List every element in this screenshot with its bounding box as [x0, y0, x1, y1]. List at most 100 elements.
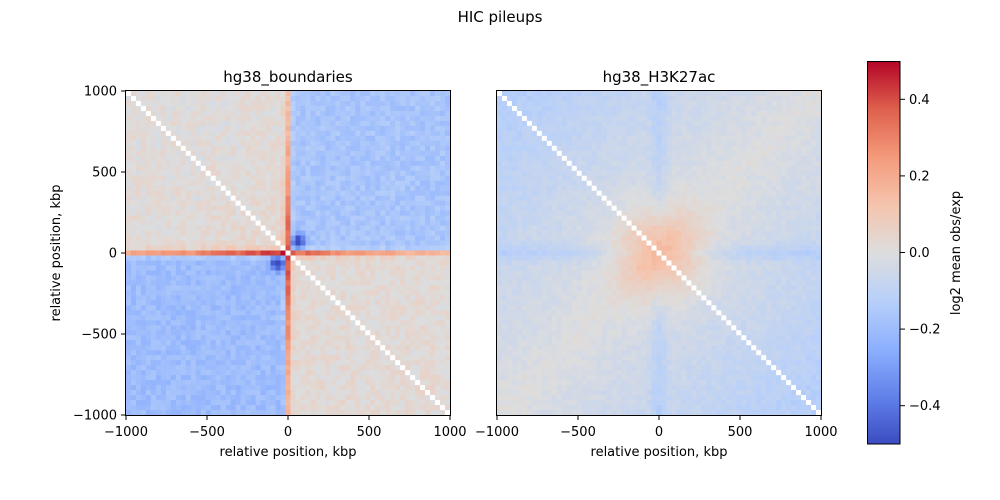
heatmap-cell — [220, 410, 227, 416]
heatmap-cell — [345, 340, 351, 346]
heatmap-cell — [380, 275, 386, 281]
heatmap-cell — [165, 170, 172, 177]
heatmap-cell — [195, 315, 202, 321]
heatmap-cell — [516, 270, 523, 276]
heatmap-cell — [410, 245, 416, 251]
heatmap-cell — [445, 195, 451, 202]
heatmap-cell — [185, 220, 192, 226]
heatmap-cell — [531, 165, 538, 172]
heatmap-cell — [360, 140, 366, 147]
heatmap-cell — [526, 400, 533, 406]
heatmap-cell — [295, 135, 301, 142]
heatmap-cell — [335, 200, 341, 207]
heatmap-cell — [345, 155, 351, 162]
heatmap-cell — [175, 95, 182, 102]
heatmap-cell — [225, 390, 232, 396]
heatmap-cell — [375, 100, 381, 107]
heatmap-cell — [215, 165, 222, 172]
heatmap-cell — [325, 215, 331, 221]
heatmap-cell — [145, 230, 152, 236]
heatmap-cell — [145, 390, 152, 396]
heatmap-cell — [270, 155, 276, 162]
heatmap-cell — [320, 145, 326, 152]
heatmap-cell — [295, 215, 301, 221]
heatmap-cell — [551, 180, 558, 187]
heatmap-cell — [170, 110, 177, 117]
heatmap-cell — [150, 340, 157, 346]
heatmap-cell — [345, 285, 351, 291]
heatmap-cell — [355, 95, 361, 102]
heatmap-cell — [375, 245, 381, 251]
heatmap-cell — [240, 260, 247, 266]
heatmap-cell — [380, 240, 386, 246]
heatmap-cell — [305, 340, 311, 346]
heatmap-cell — [185, 380, 192, 386]
heatmap-cell — [170, 240, 177, 246]
heatmap-cell — [355, 280, 361, 286]
heatmap-cell — [145, 260, 152, 266]
heatmap-cell — [240, 180, 247, 187]
heatmap-cell — [395, 91, 401, 97]
heatmap-cell — [165, 145, 172, 152]
heatmap-cell — [511, 155, 518, 162]
heatmap-cell — [430, 270, 436, 276]
heatmap-cell — [185, 290, 192, 296]
heatmap-cell — [430, 375, 436, 381]
heatmap-cell — [175, 180, 182, 187]
heatmap-cell — [360, 325, 366, 331]
heatmap-cell — [526, 325, 533, 331]
heatmap-cell — [370, 380, 376, 386]
heatmap-cell — [370, 185, 376, 192]
heatmap-cell — [195, 225, 202, 231]
heatmap-cell — [320, 310, 326, 316]
heatmap-cell — [175, 205, 182, 212]
heatmap-cell — [385, 300, 391, 306]
heatmap-cell — [135, 300, 142, 306]
heatmap-cell — [215, 240, 222, 246]
heatmap-cell — [405, 91, 411, 97]
heatmap-cell — [165, 220, 172, 226]
heatmap-cell — [260, 205, 266, 212]
heatmap-cell — [260, 250, 266, 256]
heatmap-cell — [365, 195, 371, 202]
heatmap-cell — [546, 175, 553, 182]
heatmap-cell — [290, 345, 296, 351]
heatmap-cell — [440, 280, 446, 286]
heatmap-cell — [275, 235, 281, 241]
heatmap-cell — [155, 345, 162, 351]
heatmap-cell — [365, 300, 371, 306]
heatmap-cell — [160, 295, 167, 301]
heatmap-cell — [350, 215, 356, 221]
heatmap-cell — [345, 135, 351, 142]
heatmap-cell — [235, 175, 242, 182]
heatmap-cell — [536, 360, 543, 366]
heatmap-cell — [245, 120, 252, 127]
heatmap-cell — [225, 345, 232, 351]
heatmap-cell — [335, 160, 341, 167]
heatmap-cell — [250, 175, 256, 182]
heatmap-cell — [350, 270, 356, 276]
heatmap-cell — [440, 400, 446, 406]
heatmap-cell — [340, 305, 346, 311]
heatmap-cell — [270, 295, 276, 301]
heatmap-cell — [375, 290, 381, 296]
heatmap-cell — [130, 235, 137, 241]
heatmap-cell — [265, 170, 271, 177]
heatmap-cell — [230, 220, 237, 226]
heatmap-cell — [180, 210, 187, 217]
heatmap-cell — [145, 175, 152, 182]
heatmap-cell — [541, 110, 548, 117]
heatmap-cell — [405, 275, 411, 281]
heatmap-cell — [210, 315, 217, 321]
heatmap-cell — [165, 230, 172, 236]
heatmap-cell — [160, 395, 167, 401]
heatmap-cell — [255, 305, 261, 311]
heatmap-cell — [350, 340, 356, 346]
heatmap-cell — [230, 105, 237, 112]
heatmap-cell — [506, 300, 513, 306]
heatmap-cell — [355, 360, 361, 366]
heatmap-cell — [375, 360, 381, 366]
heatmap-cell — [360, 110, 366, 117]
heatmap-cell — [300, 185, 306, 192]
heatmap-cell — [340, 310, 346, 316]
